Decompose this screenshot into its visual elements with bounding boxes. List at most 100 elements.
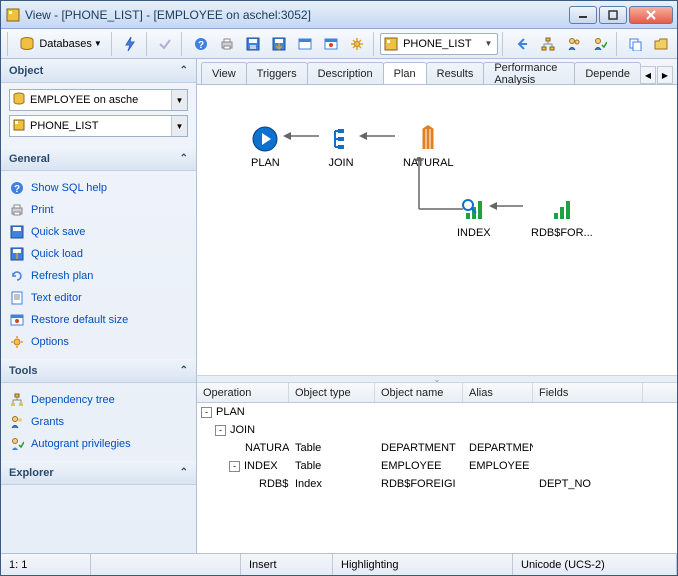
table-row[interactable]: -INDEXTableEMPLOYEEEMPLOYEE (197, 457, 677, 475)
lightning-icon[interactable] (118, 33, 142, 55)
column-header[interactable]: Operation (197, 383, 289, 402)
plan-diagram: PLANJOINNATURALINDEXRDB$FOR... (197, 85, 677, 375)
sidebar-item-text[interactable]: Text editor (9, 287, 188, 309)
load-icon[interactable] (267, 33, 291, 55)
sidebar-item-save[interactable]: Quick save (9, 221, 188, 243)
window-controls (569, 6, 673, 24)
autogrant-icon (9, 436, 25, 452)
tab-scroll-right[interactable]: ▶ (657, 66, 673, 84)
table-row[interactable]: -PLAN (197, 403, 677, 421)
play-icon (251, 125, 279, 153)
app-icon (5, 7, 21, 23)
main-toolbar: Databases ▼ ? PHONE_LIST ▼ (1, 29, 677, 59)
tab-view[interactable]: View (201, 62, 247, 84)
main-area: Object ⌃ EMPLOYEE on asche ▼ PHONE_LIST … (1, 59, 677, 553)
grid-body: -PLAN-JOINNATURALTableDEPARTMENTDEPARTME… (197, 403, 677, 553)
table-row[interactable]: -JOIN (197, 421, 677, 439)
tab-scroll-left[interactable]: ◀ (640, 66, 656, 84)
save-icon (9, 224, 25, 240)
sidebar-item-refresh[interactable]: Refresh plan (9, 265, 188, 287)
column-header[interactable]: Object type (289, 383, 375, 402)
sidebar-item-load[interactable]: Quick load (9, 243, 188, 265)
restore-icon (9, 312, 25, 328)
collapse-icon[interactable]: ⌃ (180, 65, 188, 76)
tab-depende[interactable]: Depende (574, 62, 641, 84)
statusbar: 1: 1 Insert Highlighting Unicode (UCS-2) (1, 553, 677, 575)
join-icon (327, 125, 355, 153)
sidebar-item-tree[interactable]: Dependency tree (9, 389, 188, 411)
tab-results[interactable]: Results (426, 62, 485, 84)
rdb-icon (548, 195, 576, 223)
tree-toggle[interactable]: - (215, 425, 226, 436)
object-panel-header[interactable]: Object ⌃ (1, 59, 196, 83)
print-icon (9, 202, 25, 218)
database-select[interactable]: EMPLOYEE on asche ▼ (9, 89, 188, 111)
object-dropdown[interactable]: PHONE_LIST ▼ (380, 33, 498, 55)
diagram-node-join[interactable]: JOIN (327, 125, 355, 169)
nav-back-icon[interactable] (510, 33, 534, 55)
load-icon (9, 246, 25, 262)
sidebar-item-restore[interactable]: Restore default size (9, 309, 188, 331)
main-window: View - [PHONE_LIST] - [EMPLOYEE on asche… (0, 0, 678, 576)
table-row[interactable]: NATURALTableDEPARTMENTDEPARTMENT (197, 439, 677, 457)
tools-panel-header[interactable]: Tools ⌃ (1, 359, 196, 383)
svg-text:?: ? (14, 184, 20, 195)
minimize-button[interactable] (569, 6, 597, 24)
databases-dropdown[interactable]: Databases ▼ (14, 33, 107, 55)
collapse-icon[interactable]: ⌃ (180, 153, 188, 164)
tab-bar: ViewTriggersDescriptionPlanResultsPerfor… (197, 59, 677, 85)
sidebar-item-autogrant[interactable]: Autogrant privilegies (9, 433, 188, 455)
copy-icon[interactable] (623, 33, 647, 55)
print-icon[interactable] (215, 33, 239, 55)
horizontal-splitter[interactable]: ⌄ (197, 375, 677, 383)
column-header[interactable]: Fields (533, 383, 643, 402)
default-size-icon[interactable] (319, 33, 343, 55)
tab-description[interactable]: Description (307, 62, 384, 84)
sidebar: Object ⌃ EMPLOYEE on asche ▼ PHONE_LIST … (1, 59, 197, 553)
general-panel-header[interactable]: General ⌃ (1, 147, 196, 171)
tree-icon (9, 392, 25, 408)
content-area: ViewTriggersDescriptionPlanResultsPerfor… (197, 59, 677, 553)
refresh-icon (9, 268, 25, 284)
tree-toggle[interactable]: - (201, 407, 212, 418)
explorer-panel-header[interactable]: Explorer ⌃ (1, 461, 196, 485)
close-button[interactable] (629, 6, 673, 24)
sidebar-item-print[interactable]: Print (9, 199, 188, 221)
text-icon (9, 290, 25, 306)
tree-toggle[interactable]: - (229, 461, 240, 472)
help-icon[interactable]: ? (189, 33, 213, 55)
tree-icon[interactable] (536, 33, 560, 55)
natural-icon (414, 125, 442, 153)
options-icon[interactable] (345, 33, 369, 55)
checkmark-icon[interactable] (153, 33, 177, 55)
tab-performance-analysis[interactable]: Performance Analysis (483, 62, 575, 84)
object-select[interactable]: PHONE_LIST ▼ (9, 115, 188, 137)
window-icon[interactable] (293, 33, 317, 55)
save-icon[interactable] (241, 33, 265, 55)
options-icon (9, 334, 25, 350)
collapse-icon[interactable]: ⌃ (180, 365, 188, 376)
help-icon: ? (9, 180, 25, 196)
grants-icon[interactable] (562, 33, 586, 55)
diagram-node-rdbfor[interactable]: RDB$FOR... (531, 195, 593, 239)
collapse-icon[interactable]: ⌃ (180, 467, 188, 478)
titlebar: View - [PHONE_LIST] - [EMPLOYEE on asche… (1, 1, 677, 29)
table-row[interactable]: RDB$FOIndexRDB$FOREIGIDEPT_NO (197, 475, 677, 493)
column-header[interactable]: Alias (463, 383, 533, 402)
status-highlight: Highlighting (333, 554, 513, 575)
status-mode: Insert (241, 554, 333, 575)
grants-icon (9, 414, 25, 430)
sidebar-item-options[interactable]: Options (9, 331, 188, 353)
folder-icon[interactable] (649, 33, 673, 55)
autogrant-icon[interactable] (588, 33, 612, 55)
column-header[interactable]: Object name (375, 383, 463, 402)
status-position: 1: 1 (1, 554, 91, 575)
maximize-button[interactable] (599, 6, 627, 24)
sidebar-item-grants[interactable]: Grants (9, 411, 188, 433)
sidebar-item-help[interactable]: ?Show SQL help (9, 177, 188, 199)
diagram-node-plan[interactable]: PLAN (251, 125, 280, 169)
status-encoding: Unicode (UCS-2) (513, 554, 677, 575)
window-title: View - [PHONE_LIST] - [EMPLOYEE on asche… (25, 8, 569, 22)
tab-triggers[interactable]: Triggers (246, 62, 308, 84)
tab-plan[interactable]: Plan (383, 62, 427, 84)
